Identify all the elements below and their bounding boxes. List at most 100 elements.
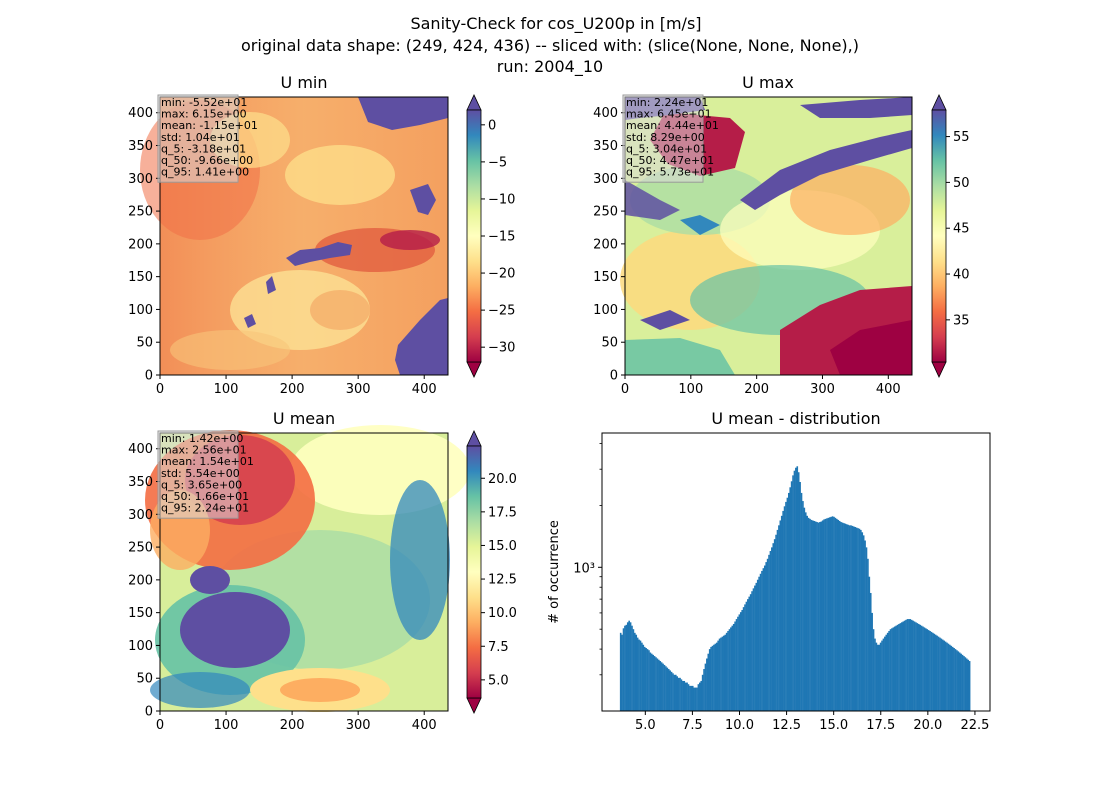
histogram-bar bbox=[841, 522, 844, 711]
histogram-bar bbox=[638, 639, 640, 711]
histogram-bar bbox=[800, 492, 803, 711]
x-tick-label: 20.0 bbox=[913, 718, 942, 733]
plot-frame bbox=[159, 96, 449, 376]
y-tick-label: 150 bbox=[593, 270, 618, 285]
histogram-bar bbox=[915, 622, 917, 711]
histogram-bar bbox=[720, 637, 722, 711]
histogram-bar bbox=[779, 520, 782, 711]
histogram-bar bbox=[689, 685, 691, 711]
y-tick-label: 10³ bbox=[573, 561, 595, 576]
histogram-bar bbox=[875, 642, 878, 711]
heatmap-region bbox=[280, 678, 360, 702]
histogram-bar bbox=[964, 657, 967, 711]
histogram-bar bbox=[663, 664, 666, 711]
heatmap-region bbox=[170, 330, 290, 370]
histogram-bar bbox=[901, 622, 903, 711]
histogram-bar bbox=[878, 644, 881, 711]
histogram-bar bbox=[855, 527, 858, 711]
histogram-bar bbox=[960, 653, 962, 711]
histogram-bar bbox=[951, 646, 954, 711]
histogram-bar bbox=[752, 588, 755, 711]
histogram-bar bbox=[755, 582, 758, 711]
stats-line: mean: -1.15e+01 bbox=[161, 119, 258, 132]
histogram-bar bbox=[947, 643, 950, 711]
histogram-bar bbox=[819, 522, 821, 711]
figure-title-line-3: run: 2004_10 bbox=[497, 57, 603, 77]
heatmap-region bbox=[310, 290, 370, 330]
histogram-bar bbox=[871, 612, 873, 711]
y-tick-label: 50 bbox=[601, 336, 618, 351]
histogram-bar bbox=[879, 642, 882, 711]
histogram-bar bbox=[703, 669, 705, 711]
histogram-bar bbox=[876, 644, 879, 711]
histogram-bar bbox=[903, 620, 906, 711]
stats-line: max: 6.45e+01 bbox=[626, 108, 712, 121]
histogram-bar bbox=[679, 677, 681, 711]
stats-box-background bbox=[622, 94, 704, 183]
histogram-bar bbox=[809, 518, 811, 711]
histogram-bar bbox=[758, 576, 760, 711]
histogram-bar bbox=[827, 517, 830, 711]
y-tick-label: 350 bbox=[593, 139, 618, 154]
histogram-bar bbox=[912, 620, 914, 711]
histogram-bar bbox=[847, 524, 849, 711]
histogram-bar bbox=[882, 638, 885, 711]
histogram-bar bbox=[861, 532, 864, 711]
y-tick-label: 100 bbox=[128, 639, 153, 654]
histogram-bar bbox=[718, 638, 721, 711]
histogram-bar bbox=[674, 674, 677, 711]
histogram-bar bbox=[864, 540, 866, 711]
stats-line: q_95: 1.41e+00 bbox=[161, 166, 249, 179]
histogram-bar bbox=[831, 516, 834, 711]
histogram-bar bbox=[717, 640, 719, 711]
histogram-bar bbox=[939, 637, 941, 711]
histogram-bar bbox=[653, 656, 656, 711]
histogram-bar bbox=[669, 670, 671, 711]
heatmap-region bbox=[180, 592, 290, 668]
histogram-bar bbox=[843, 523, 845, 711]
histogram-bar bbox=[699, 682, 701, 711]
histogram-bar bbox=[649, 652, 652, 711]
histogram-bar bbox=[828, 517, 831, 711]
histogram-bar bbox=[771, 547, 773, 711]
x-tick-label: 400 bbox=[412, 382, 437, 397]
histogram-bar bbox=[812, 520, 814, 711]
histogram-bar bbox=[754, 585, 756, 711]
histogram-bar bbox=[628, 620, 630, 711]
histogram-bar bbox=[933, 633, 936, 711]
histogram-bar bbox=[652, 654, 654, 711]
histogram-bar bbox=[625, 624, 628, 711]
histogram-bar bbox=[700, 680, 703, 711]
histogram-bar bbox=[957, 651, 960, 711]
histogram-bar bbox=[929, 630, 931, 711]
histogram-bar bbox=[762, 568, 765, 711]
histogram-bar bbox=[792, 475, 794, 711]
colorbar-tick-label: −10 bbox=[488, 192, 515, 207]
histogram-bar bbox=[934, 634, 937, 711]
histogram-bar bbox=[761, 570, 763, 711]
histogram-bar bbox=[949, 644, 951, 711]
stats-line: min: 2.24e+01 bbox=[626, 96, 708, 109]
histogram-bar bbox=[802, 501, 804, 711]
histogram-bar bbox=[850, 525, 852, 711]
histogram-bar bbox=[838, 520, 841, 711]
histogram-bar bbox=[787, 492, 790, 711]
histogram-bar bbox=[854, 527, 857, 711]
histogram-bar bbox=[769, 551, 772, 711]
histogram-bar bbox=[848, 525, 851, 711]
y-tick-label: 200 bbox=[128, 573, 153, 588]
histogram-bar bbox=[943, 640, 945, 711]
histogram-bar bbox=[836, 518, 838, 711]
histogram-bar bbox=[789, 487, 792, 711]
heatmap-region bbox=[244, 314, 256, 328]
histogram-bar bbox=[799, 481, 801, 711]
stats-line: min: -5.52e+01 bbox=[161, 96, 247, 109]
histogram-bar bbox=[660, 662, 663, 711]
histogram-bar bbox=[631, 625, 633, 711]
histogram-bar bbox=[766, 558, 769, 711]
histogram-bar bbox=[917, 623, 920, 711]
histogram-bar bbox=[913, 621, 916, 711]
stats-line: min: 1.42e+00 bbox=[161, 432, 243, 445]
x-tick-label: 5.0 bbox=[635, 718, 656, 733]
histogram-bar bbox=[741, 609, 743, 711]
